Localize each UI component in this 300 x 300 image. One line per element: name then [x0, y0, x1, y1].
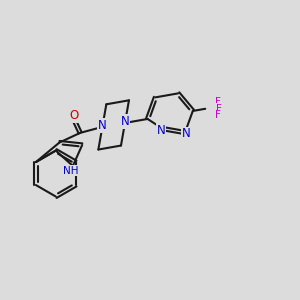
Text: F: F: [215, 110, 220, 120]
Text: NH: NH: [63, 166, 79, 176]
Text: N: N: [157, 124, 166, 137]
Text: O: O: [69, 109, 79, 122]
Text: F: F: [215, 97, 220, 107]
Text: F: F: [216, 104, 221, 114]
Text: N: N: [98, 119, 106, 132]
Text: N: N: [182, 127, 190, 140]
Text: N: N: [121, 115, 129, 128]
